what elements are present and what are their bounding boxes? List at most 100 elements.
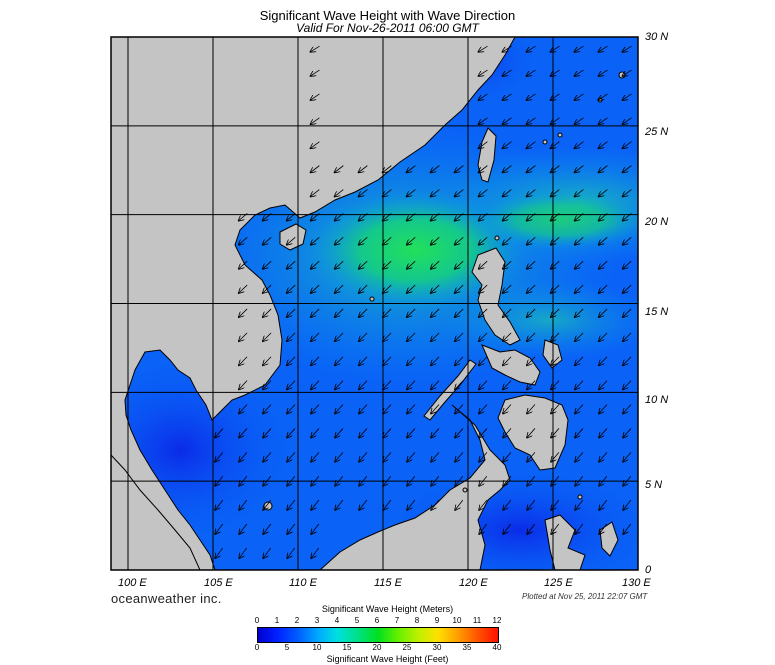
legend-feet-tick: 40 <box>492 643 502 652</box>
wave-arrow <box>263 523 272 534</box>
wave-arrow <box>359 499 368 510</box>
wave-arrow <box>359 189 368 197</box>
wave-arrow <box>335 260 344 269</box>
wave-arrow <box>623 45 632 52</box>
wave-arrow <box>623 260 632 269</box>
lat-label-10n: 10 N <box>645 394 669 406</box>
wave-arrow <box>479 117 488 124</box>
wave-arrow <box>479 523 488 534</box>
wave-arrow <box>239 236 248 244</box>
wave-arrow <box>287 523 296 534</box>
wave-arrow <box>383 380 392 390</box>
wave-arrow <box>527 236 536 244</box>
wave-arrow <box>503 93 512 100</box>
wave-arrow <box>239 356 248 366</box>
wave-arrow <box>359 236 368 244</box>
wave-arrow <box>575 260 584 269</box>
land-island-sangihe <box>577 494 583 500</box>
wave-arrow <box>503 165 512 173</box>
wave-arrow <box>599 308 608 317</box>
wave-arrow <box>407 499 416 510</box>
wave-arrow <box>599 452 608 461</box>
wave-arrow <box>311 428 320 437</box>
legend-meter-tick: 6 <box>374 616 380 625</box>
legend-color-bar <box>257 627 499 643</box>
wave-arrow <box>503 117 512 124</box>
wave-arrow <box>479 260 488 269</box>
lat-label-25n: 25 N <box>645 126 669 138</box>
legend-meter-tick: 5 <box>354 616 360 625</box>
wave-arrow <box>551 380 560 390</box>
wave-arrow <box>551 69 560 76</box>
wave-arrow <box>287 236 296 244</box>
map-frame <box>110 36 639 571</box>
wave-arrow <box>359 284 368 293</box>
wave-arrow <box>479 452 488 461</box>
wave-arrow <box>503 380 512 390</box>
wave-arrow <box>623 236 632 244</box>
wave-arrow <box>335 332 344 341</box>
wave-arrow <box>311 284 320 293</box>
wave-arrow <box>335 380 344 390</box>
wave-arrow <box>239 260 248 269</box>
wave-arrow <box>479 165 488 173</box>
wave-arrow <box>407 236 416 244</box>
land-island-batanes <box>494 235 500 241</box>
wave-arrow <box>311 499 320 510</box>
wave-arrow <box>575 236 584 244</box>
wave-arrow <box>383 404 392 414</box>
land-borneo <box>319 404 511 570</box>
lon-label-125e: 125 E <box>544 577 573 589</box>
wave-arrow <box>287 428 296 437</box>
wave-arrow <box>503 404 512 414</box>
wave-arrow <box>311 308 320 317</box>
wave-arrow <box>311 260 320 269</box>
legend-feet-tick: 5 <box>284 643 290 652</box>
wave-arrow <box>263 404 272 414</box>
lon-label-120e: 120 E <box>459 577 488 589</box>
wave-arrow <box>551 356 560 366</box>
wave-arrow <box>479 45 488 52</box>
wave-arrow <box>311 547 320 558</box>
wave-arrow <box>359 404 368 414</box>
wave-arrow <box>383 308 392 317</box>
lat-lon-grid <box>111 37 638 570</box>
legend-meter-tick: 9 <box>434 616 440 625</box>
wave-arrow <box>623 332 632 341</box>
wave-arrow <box>431 165 440 173</box>
wave-arrow <box>287 547 296 558</box>
chart-title: Significant Wave Height with Wave Direct… <box>259 8 516 23</box>
wave-arrow <box>287 499 296 510</box>
wave-arrow <box>407 284 416 293</box>
legend-feet-tick: 30 <box>432 643 442 652</box>
wave-arrow <box>335 236 344 244</box>
wave-arrow <box>575 45 584 52</box>
wave-arrow <box>551 260 560 269</box>
wave-arrow <box>503 452 512 461</box>
wave-arrow <box>263 499 272 510</box>
wave-arrow <box>551 428 560 437</box>
wave-arrow <box>335 284 344 293</box>
lon-label-105e: 105 E <box>204 577 233 589</box>
wave-arrow <box>383 499 392 510</box>
wave-arrow <box>407 308 416 317</box>
land-island-ryukyu-1 <box>542 139 548 145</box>
wave-arrow <box>455 308 464 317</box>
wave-arrow <box>431 499 440 510</box>
wave-arrow <box>455 452 464 461</box>
wave-arrow <box>383 189 392 197</box>
wave-arrow <box>623 69 632 76</box>
wave-arrow <box>239 428 248 437</box>
wave-arrow <box>431 236 440 244</box>
wave-arrow <box>311 45 320 52</box>
wave-arrow <box>623 404 632 414</box>
wave-arrow <box>359 308 368 317</box>
wave-arrow <box>551 141 560 149</box>
wave-arrow <box>287 404 296 414</box>
wave-arrow <box>407 332 416 341</box>
land-island-sulu <box>462 487 468 493</box>
wave-arrow <box>599 141 608 149</box>
wave-arrow <box>311 117 320 124</box>
wave-arrow <box>287 284 296 293</box>
